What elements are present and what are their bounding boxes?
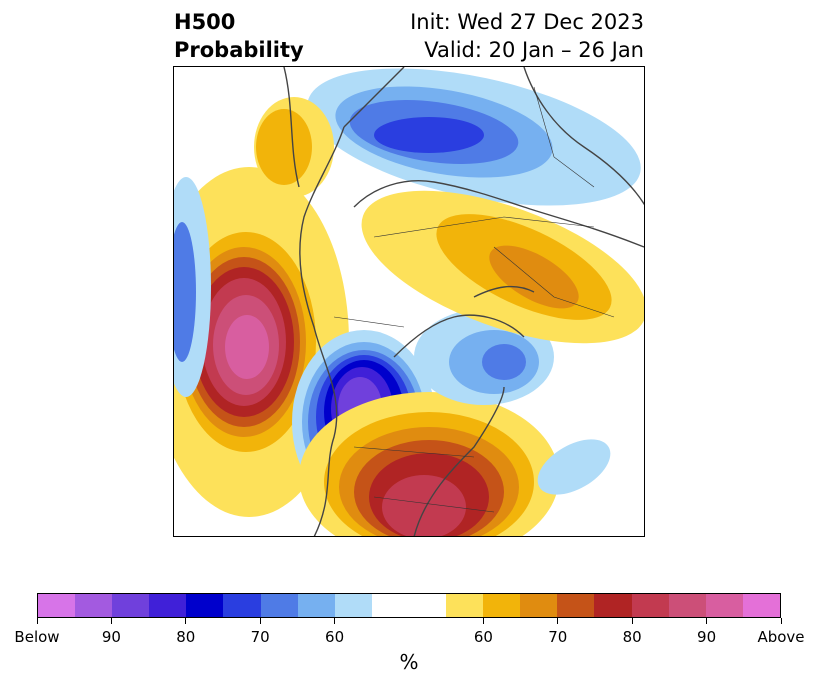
colorbar-below-1 <box>75 594 113 617</box>
colorbar-below-4 <box>186 594 224 617</box>
colorbar-above-5 <box>631 594 669 617</box>
borders <box>333 86 615 513</box>
colorbar-above-8 <box>742 594 780 617</box>
colorbar-tick <box>631 618 633 624</box>
colorbar-tick <box>706 618 708 624</box>
colorbar-tick-label: 60 <box>473 628 493 646</box>
colorbar-above-2 <box>520 594 558 617</box>
colorbar-tick-label: 80 <box>622 628 642 646</box>
colorbar-above-3 <box>557 594 595 617</box>
colorbar-tick-label: 70 <box>250 628 270 646</box>
colorbar-neutral <box>371 594 447 617</box>
colorbar-below-5 <box>223 594 261 617</box>
colorbar-tick <box>334 618 336 624</box>
colorbar-tick <box>110 618 112 624</box>
colorbar-below-2 <box>112 594 150 617</box>
anomaly-russia-above <box>361 190 644 344</box>
valid-range: Valid: 20 Jan – 26 Jan <box>424 38 644 62</box>
colorbar-tick-label: 80 <box>176 628 196 646</box>
map-canvas <box>174 67 644 536</box>
colorbar-below-8 <box>334 594 372 617</box>
colorbar-tick-label: Below <box>14 628 60 646</box>
title-right: Init: Wed 27 Dec 2023 Valid: 20 Jan – 26… <box>410 8 644 64</box>
colorbar-below-7 <box>297 594 335 617</box>
colorbar-tick-label: Above <box>757 628 805 646</box>
init-date: Init: Wed 27 Dec 2023 <box>410 10 644 34</box>
colorbar-below-0 <box>38 594 76 617</box>
anomaly-eastern-us-above <box>299 392 559 536</box>
colorbar-above-4 <box>594 594 632 617</box>
title-left: H500 Probability <box>174 8 304 64</box>
colorbar-below-3 <box>149 594 187 617</box>
anomaly-atlantic-below <box>537 439 611 495</box>
anomaly-west-pacific-below <box>174 177 211 397</box>
colorbar <box>37 593 781 618</box>
colorbar-tick <box>557 618 559 624</box>
colorbar-tick-label: 70 <box>548 628 568 646</box>
probability-map <box>173 66 645 537</box>
title-variable: H500 <box>174 10 236 34</box>
colorbar-above-6 <box>668 594 706 617</box>
colorbar-tick-label: 90 <box>697 628 717 646</box>
colorbar-tick <box>780 618 782 624</box>
colorbar-tick <box>185 618 187 624</box>
anomaly-arctic-above <box>254 97 334 197</box>
colorbar-tick-label: 60 <box>325 628 345 646</box>
colorbar-above-0 <box>446 594 484 617</box>
anomaly-north-europe-below <box>307 68 641 206</box>
colorbar-above-1 <box>483 594 521 617</box>
coastlines <box>283 67 644 536</box>
colorbar-tick-label: 90 <box>101 628 121 646</box>
colorbar-tick <box>259 618 261 624</box>
colorbar-tick <box>482 618 484 624</box>
colorbar-above-7 <box>705 594 743 617</box>
title-type: Probability <box>174 38 304 62</box>
colorbar-unit: % <box>399 650 419 674</box>
colorbar-tick <box>36 618 38 624</box>
colorbar-below-6 <box>260 594 298 617</box>
